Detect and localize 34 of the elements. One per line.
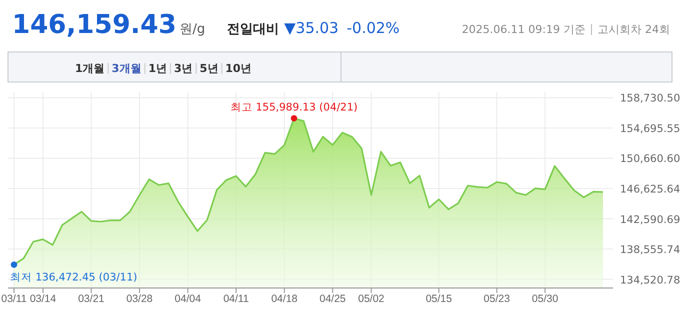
x-tick-label: 03/28 [126,293,153,305]
text: 고시회차 24회 [598,23,670,36]
y-tick-label: 158,730.50 [620,92,680,105]
text: 1개월 [75,62,105,75]
x-tick-label: 05/02 [358,293,385,305]
x-tick-label: 04/04 [174,293,202,305]
x-tick-label: 03/21 [78,293,105,305]
text: 5년 [200,62,218,75]
x-tick-label: 04/11 [223,293,249,305]
y-tick-label: 150,660.60 [620,153,680,166]
x-tick-label: 03/14 [30,293,56,305]
x-tick-label: 05/23 [484,293,510,305]
text: 3년 [174,62,193,75]
y-tick-label: 146,625.64 [620,183,680,196]
x-tick-label: 05/30 [532,293,558,305]
text: 2025.06.11 09:19 기준 [462,23,586,36]
text: 3개월 [112,62,142,75]
y-tick-label: 154,695.55 [620,122,680,135]
x-tick-label: 04/25 [320,293,346,305]
text: 1년 [148,62,167,75]
y-tick-label: 138,555.74 [620,244,680,256]
annotation: 최저 136,472.45 (03/11) [10,272,138,284]
title: 146,159.43 [12,10,176,40]
text: -0.02% [346,19,400,37]
y-tick-label: 142,590.69 [620,214,680,226]
x-tick-label: 04/18 [271,293,298,305]
text: 전일대비 [227,22,280,37]
text: ▼35.03 [284,19,339,37]
x-tick-label: 03/11 [1,293,27,305]
text: 10년 [225,62,252,75]
x-tick-label: 05/15 [426,293,452,305]
annotation: 최고 155,989.13 (04/21) [230,101,358,114]
text: 원/g [179,22,206,37]
y-tick-label: 134,520.78 [620,274,680,286]
